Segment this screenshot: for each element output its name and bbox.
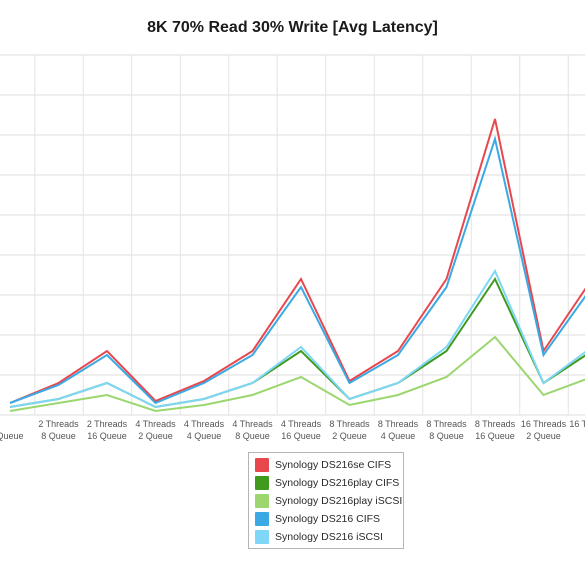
- x-tick-label-queue: 8 Queue: [41, 431, 76, 441]
- x-tick-label-threads: 8 Threads: [475, 419, 516, 429]
- legend-item: Synology DS216play iSCSI: [249, 492, 403, 510]
- x-tick-label-queue: 16 Queue: [475, 431, 515, 441]
- legend-swatch: [255, 476, 269, 490]
- x-tick-label-queue: Queue: [0, 431, 24, 441]
- grid-lines: [0, 54, 585, 416]
- x-tick-label-queue: 2 Queue: [526, 431, 561, 441]
- x-tick-label-threads: 4 Threads: [281, 419, 322, 429]
- legend-label: Synology DS216 iSCSI: [275, 531, 383, 543]
- x-tick-label-threads: 8 Threads: [329, 419, 370, 429]
- series-lines: [9, 118, 585, 413]
- x-tick-label-queue: 4 Queue: [187, 431, 222, 441]
- legend-swatch: [255, 512, 269, 526]
- legend-swatch: [255, 458, 269, 472]
- legend-swatch: [255, 494, 269, 508]
- legend-swatch: [255, 530, 269, 544]
- x-tick-label-queue: 2 Queue: [138, 431, 173, 441]
- series-line-2: [9, 335, 585, 413]
- legend-item: Synology DS216se CIFS: [249, 456, 403, 474]
- legend-item: Synology DS216play CIFS: [249, 474, 403, 492]
- legend-label: Synology DS216play CIFS: [275, 477, 400, 489]
- x-tick-label-queue: 2 Queue: [332, 431, 367, 441]
- legend-item: Synology DS216 iSCSI: [249, 528, 403, 546]
- x-tick-label-queue: 4 Queue: [381, 431, 416, 441]
- series-line-3: [9, 135, 585, 405]
- x-tick-label-threads: 2 Threads: [38, 419, 79, 429]
- x-tick-label-threads: 4 Threads: [232, 419, 273, 429]
- x-tick-label-queue: 8 Queue: [235, 431, 270, 441]
- x-tick-label-threads: 8 Threads: [378, 419, 419, 429]
- legend: Synology DS216se CIFS Synology DS216play …: [248, 452, 404, 549]
- series-line-0: [9, 118, 585, 404]
- x-tick-label-queue: 16 Queue: [281, 431, 321, 441]
- x-tick-label-threads: 4 Threads: [184, 419, 225, 429]
- x-tick-label-queue: 8 Queue: [429, 431, 464, 441]
- x-tick-labels: Queue 2 Threads 8 Queue 2 Threads 16 Queue 4 …: [0, 419, 585, 441]
- legend-item: Synology DS216 CIFS: [249, 510, 403, 528]
- x-tick-label-threads: 4 Threads: [135, 419, 176, 429]
- x-tick-label-queue: 16 Queue: [87, 431, 127, 441]
- x-tick-label-threads: 8 Threads: [426, 419, 467, 429]
- chart-title: 8K 70% Read 30% Write [Avg Latency]: [147, 19, 438, 36]
- x-tick-label-threads: 2 Threads: [87, 419, 128, 429]
- legend-label: Synology DS216se CIFS: [275, 459, 392, 471]
- x-tick-label-threads: 16 Threads: [569, 419, 585, 429]
- series-line-4: [9, 268, 585, 409]
- x-tick-label-threads: 16 Threads: [521, 419, 567, 429]
- legend-label: Synology DS216 CIFS: [275, 513, 381, 525]
- legend-label: Synology DS216play iSCSI: [275, 495, 403, 507]
